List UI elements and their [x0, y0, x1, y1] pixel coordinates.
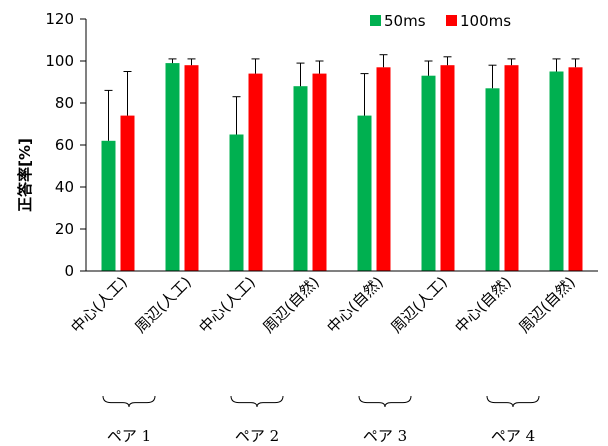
x-category-label-6: 周辺(人工): [387, 273, 450, 336]
bar-50ms-3: [229, 134, 244, 271]
bar-50ms-7: [485, 88, 500, 271]
bar-50ms-2: [165, 63, 180, 271]
pair-label-4: ペア 4: [491, 427, 535, 445]
y-axis-label: 正答率[%]: [16, 138, 34, 212]
bar-100ms-2: [184, 65, 199, 271]
bar-100ms-5: [376, 67, 391, 271]
x-category-label-4: 周辺(自然): [259, 273, 322, 336]
pair-brace-3: [358, 395, 412, 408]
bar-50ms-4: [293, 86, 308, 271]
y-tick-label: 100: [45, 52, 74, 70]
legend-label-50ms: 50ms: [384, 12, 426, 30]
y-tick-label: 120: [45, 10, 74, 28]
bar-50ms-6: [421, 75, 436, 271]
bar-100ms-4: [312, 73, 327, 271]
x-category-label-8: 周辺(自然): [515, 273, 578, 336]
y-ticks: 0 20 40 60 80 100 120: [45, 10, 86, 280]
pair-brace-1: [102, 395, 156, 408]
y-tick-label: 40: [55, 178, 74, 196]
pair-label-3: ペア 3: [363, 427, 407, 445]
bars-layer: [101, 63, 583, 271]
bar-100ms-1: [120, 115, 135, 271]
y-tick-label: 20: [55, 220, 74, 238]
x-category-label-3: 中心(人工): [195, 273, 258, 336]
y-tick-label: 60: [55, 136, 74, 154]
legend-swatch-100ms: [446, 15, 457, 26]
pair-groups: ペア 1 ペア 2 ペア 3 ペア 4: [102, 395, 540, 445]
x-category-label-5: 中心(自然): [323, 273, 386, 336]
bar-50ms-1: [101, 140, 116, 271]
legend-label-100ms: 100ms: [460, 12, 511, 30]
x-category-labels: 中心(人工) 周辺(人工) 中心(人工) 周辺(自然) 中心(自然) 周辺(人工) 中心(自…: [67, 273, 578, 336]
legend-swatch-50ms: [370, 15, 381, 26]
bar-100ms-7: [504, 65, 519, 271]
error-bars-layer: [104, 54, 580, 141]
legend: 50ms 100ms: [370, 12, 511, 30]
pair-brace-4: [486, 395, 540, 408]
pair-brace-2: [230, 395, 284, 408]
bar-100ms-6: [440, 65, 455, 271]
pair-label-2: ペア 2: [235, 427, 279, 445]
bar-50ms-5: [357, 115, 372, 271]
y-tick-label: 0: [64, 262, 74, 280]
bar-100ms-8: [568, 67, 583, 271]
bar-100ms-3: [248, 73, 263, 271]
pair-label-1: ペア 1: [107, 427, 151, 445]
x-category-label-7: 中心(自然): [451, 273, 514, 336]
bar-50ms-8: [549, 71, 564, 271]
y-tick-label: 80: [55, 94, 74, 112]
x-category-label-2: 周辺(人工): [131, 273, 194, 336]
x-category-label-1: 中心(人工): [67, 273, 130, 336]
